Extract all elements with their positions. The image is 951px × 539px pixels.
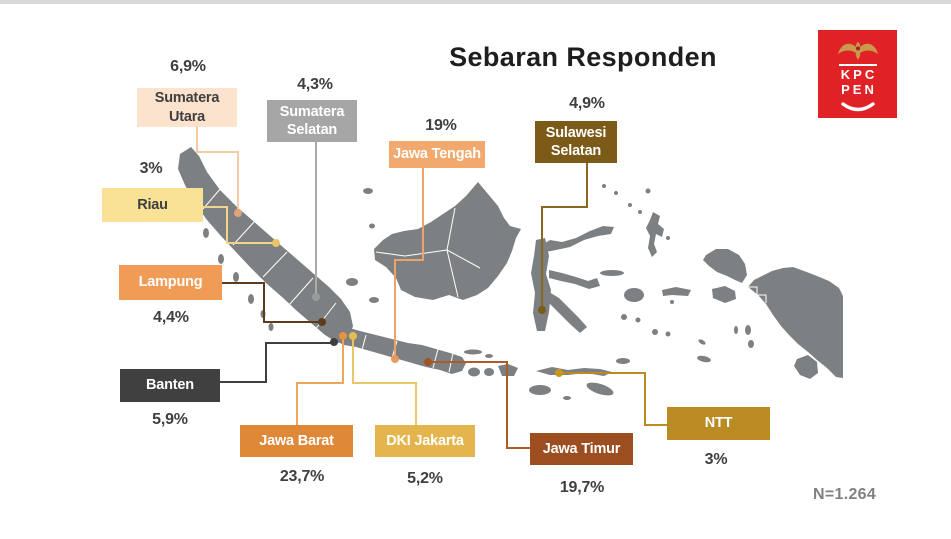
region-name: Lampung — [138, 274, 203, 291]
region-value-dki: 5,2% — [407, 470, 443, 487]
connector-line-jatim — [428, 361, 530, 449]
region-label-banten: Banten — [120, 369, 220, 402]
map-dot-ntt — [555, 369, 563, 377]
logo-divider — [838, 64, 877, 67]
callout-connectors — [196, 127, 667, 449]
map-dot-sumsel — [312, 293, 320, 301]
connector-line-dki — [352, 336, 417, 425]
chevron-down-icon — [840, 102, 875, 112]
region-value-ntt: 3% — [704, 451, 728, 468]
garuda-icon — [837, 42, 878, 61]
region-name: Sumatera Utara — [154, 90, 220, 125]
logo-text-line2: PEN — [841, 82, 877, 97]
logo-text-line1: KPC — [840, 67, 878, 83]
region-label-sumut: Sumatera Utara — [137, 88, 237, 127]
region-label-ntt: NTT — [667, 407, 770, 440]
island-papua-head — [703, 249, 747, 283]
region-value-sulsel: 4,9% — [569, 95, 605, 112]
region-name: Sumatera Selatan — [279, 103, 345, 138]
region-name: Jawa Tengah — [393, 146, 481, 163]
region-name: Jawa Barat — [259, 432, 334, 449]
region-label-sumsel: Sumatera Selatan — [267, 100, 357, 142]
map-dot-jabar — [339, 332, 347, 340]
connector-line-ntt — [559, 372, 667, 426]
map-dot-jatim — [424, 358, 432, 366]
map-dot-sumut — [234, 209, 242, 217]
page-title: Sebaran Responden — [449, 42, 717, 72]
region-label-sulsel: Sulawesi Selatan — [535, 121, 617, 163]
island-sumatra — [178, 147, 353, 343]
region-value-banten: 5,9% — [152, 411, 188, 428]
province-borders — [202, 187, 767, 373]
region-name: Jawa Timur — [542, 440, 621, 457]
island-halmahera — [646, 212, 664, 257]
connector-line-riau — [203, 206, 276, 244]
region-value-jateng: 19% — [425, 117, 457, 134]
region-value-jatim: 19,7% — [559, 479, 605, 496]
region-label-jabar: Jawa Barat — [240, 425, 353, 457]
connector-line-jabar — [296, 336, 344, 425]
connector-line-sulsel — [541, 163, 588, 310]
region-label-jateng: Jawa Tengah — [389, 141, 485, 168]
top-divider-bar — [0, 0, 951, 4]
map-dot-jateng — [391, 355, 399, 363]
region-name: DKI Jakarta — [386, 432, 464, 449]
region-name: Riau — [137, 196, 168, 213]
region-name: NTT — [704, 415, 733, 432]
map-dot-sulsel — [538, 306, 546, 314]
map-dot-dki — [349, 332, 357, 340]
region-label-lampung: Lampung — [119, 265, 222, 300]
region-label-riau: Riau — [102, 188, 203, 222]
connector-line-lampung — [222, 282, 322, 323]
islands-group — [178, 147, 843, 400]
region-label-dki: DKI Jakarta — [375, 425, 475, 457]
region-value-riau: 3% — [139, 160, 163, 177]
region-value-lampung: 4,4% — [153, 309, 189, 326]
map-dot-riau — [272, 239, 280, 247]
island-kalimantan — [374, 182, 521, 300]
region-value-sumsel: 4,3% — [297, 76, 333, 93]
island-papua — [748, 267, 843, 378]
kpc-pen-logo: KPC PEN — [818, 30, 897, 118]
region-value-jabar: 23,7% — [279, 468, 325, 485]
region-name: Banten — [146, 377, 194, 394]
region-label-jatim: Jawa Timur — [530, 433, 633, 465]
sample-size-note: N=1.264 — [813, 486, 877, 503]
region-name: Sulawesi Selatan — [545, 124, 607, 159]
connector-line-banten — [220, 342, 332, 383]
map-dot-banten — [330, 338, 338, 346]
connector-line-jateng — [394, 168, 424, 359]
connector-line-sumut — [196, 127, 239, 213]
map-dot-lampung — [318, 318, 326, 326]
region-value-sumut: 6,9% — [170, 58, 206, 75]
